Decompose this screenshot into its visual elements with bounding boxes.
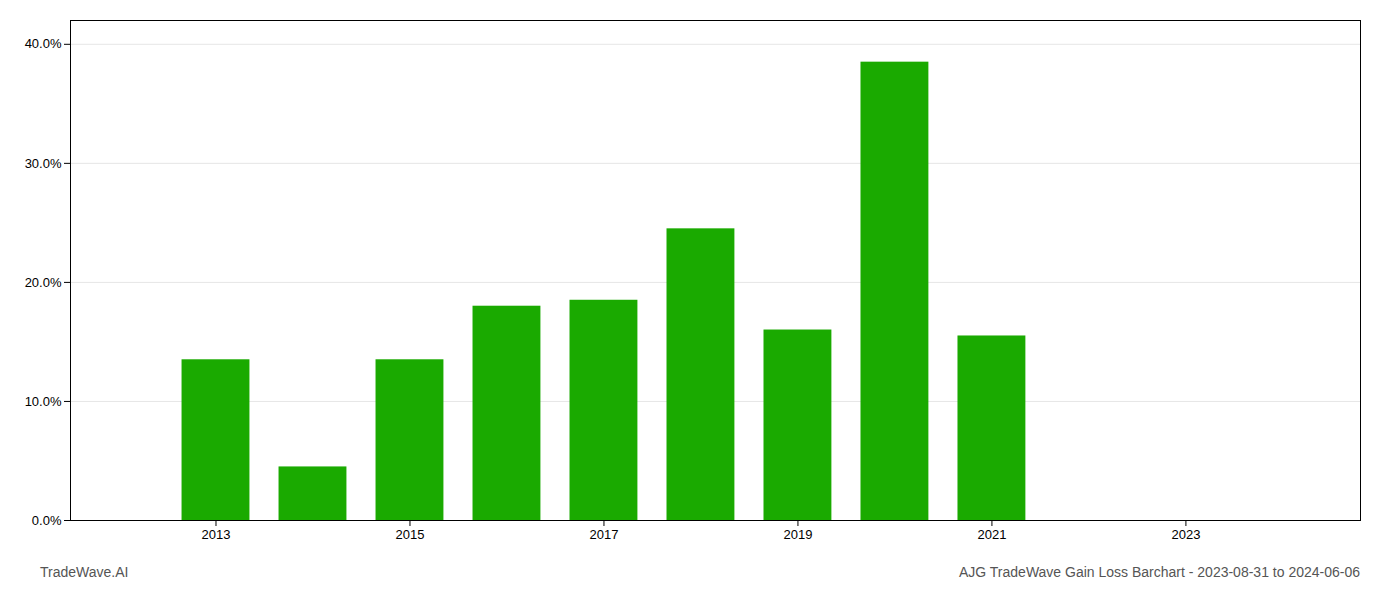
svg-text:2021: 2021 [977,527,1006,542]
svg-text:20.0%: 20.0% [25,275,62,290]
svg-text:30.0%: 30.0% [25,156,62,171]
svg-text:40.0%: 40.0% [25,36,62,51]
svg-text:2019: 2019 [783,527,812,542]
svg-text:2015: 2015 [396,527,425,542]
svg-text:0.0%: 0.0% [32,513,62,528]
svg-text:2023: 2023 [1171,527,1200,542]
svg-text:2017: 2017 [589,527,618,542]
svg-text:10.0%: 10.0% [25,394,62,409]
html-text:TradeWave.AI: TradeWave.AI [40,564,129,580]
svg-text:2013: 2013 [202,527,231,542]
html-text:AJG TradeWave Gain Loss Barcha: AJG TradeWave Gain Loss Barchart - 2023-… [959,564,1360,580]
